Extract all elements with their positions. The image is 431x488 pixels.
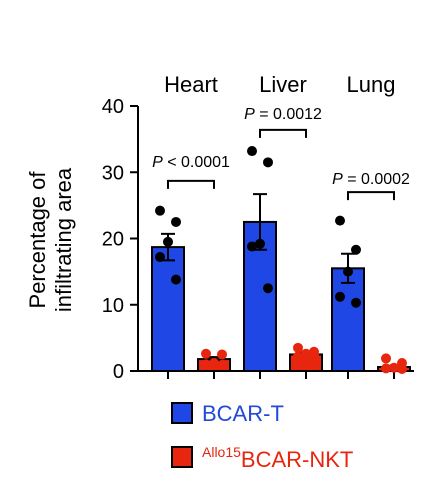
- p-value-label: P = 0.0002: [332, 171, 410, 188]
- y-axis-label-line-1: Percentage of: [25, 171, 50, 309]
- data-point: [201, 359, 211, 370]
- data-point: [381, 353, 391, 364]
- bars: [151, 146, 411, 379]
- data-point: [155, 252, 165, 263]
- y-axis-label: Percentage of infiltrating area: [25, 167, 76, 312]
- data-point: [389, 362, 399, 373]
- data-point: [255, 238, 265, 249]
- data-point: [301, 348, 311, 359]
- data-point: [293, 342, 303, 353]
- legend-label-main: BCAR-NKT: [241, 447, 353, 472]
- y-tick-label: 10: [102, 295, 124, 317]
- data-point: [263, 157, 273, 168]
- y-tick-label: 40: [102, 96, 124, 118]
- data-point: [209, 358, 219, 369]
- legend-label-superscript: Allo15: [202, 444, 241, 460]
- legend-swatch-bcar-t: [171, 402, 193, 424]
- axes: 0 10 20 30 40 Heart Liver Lung: [102, 72, 414, 383]
- y-axis-label-line-2: infiltrating area: [51, 167, 76, 312]
- data-point: [217, 360, 227, 371]
- data-point: [163, 236, 173, 247]
- significance-bracket: [167, 179, 215, 189]
- category-label-liver: Liver: [259, 72, 307, 97]
- data-point: [247, 146, 257, 157]
- data-point: [263, 283, 273, 294]
- data-point: [351, 297, 361, 308]
- data-point: [293, 351, 303, 362]
- p-value-label: P = 0.0012: [244, 106, 322, 123]
- significance-bracket: [347, 191, 395, 201]
- y-tick-label: 30: [102, 162, 124, 184]
- legend-label-bcar-nkt: Allo15BCAR-NKT: [202, 444, 353, 472]
- data-point: [397, 364, 407, 375]
- data-point: [155, 205, 165, 216]
- significance-bracket: [259, 128, 307, 138]
- legend-label-bcar-t: BCAR-T: [202, 401, 284, 426]
- data-point: [217, 349, 227, 360]
- data-point: [343, 266, 353, 277]
- data-point: [171, 274, 181, 285]
- data-point: [201, 348, 211, 359]
- data-point: [351, 244, 361, 255]
- data-point: [171, 216, 181, 227]
- data-point: [335, 215, 345, 226]
- category-label-heart: Heart: [164, 72, 218, 97]
- legend-swatch-bcar-nkt: [171, 446, 193, 468]
- data-point: [247, 241, 257, 252]
- legend: BCAR-T Allo15BCAR-NKT: [171, 401, 353, 472]
- p-value-label: P < 0.0001: [152, 154, 230, 171]
- bar-0-0: [151, 246, 185, 372]
- data-point: [309, 350, 319, 361]
- y-tick-label: 0: [113, 361, 124, 383]
- significance-annotations: P < 0.0001 P = 0.0012 P = 0.0002: [152, 106, 410, 201]
- data-point: [335, 291, 345, 302]
- category-label-lung: Lung: [347, 72, 396, 97]
- y-tick-label: 20: [102, 229, 124, 251]
- data-point: [381, 363, 391, 374]
